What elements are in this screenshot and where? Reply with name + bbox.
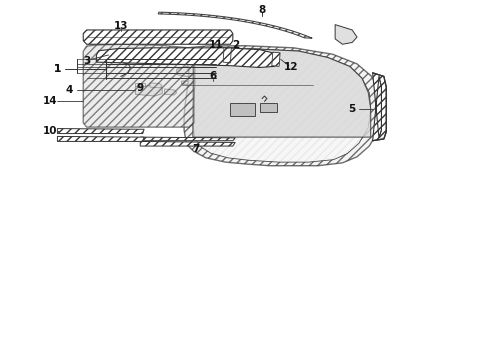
Polygon shape — [177, 66, 216, 76]
Polygon shape — [165, 89, 177, 95]
Text: 9: 9 — [137, 83, 144, 93]
Polygon shape — [57, 136, 144, 141]
Polygon shape — [150, 83, 162, 88]
Polygon shape — [216, 73, 247, 85]
Text: 13: 13 — [114, 21, 128, 31]
Text: 3: 3 — [83, 57, 90, 66]
Polygon shape — [83, 44, 194, 127]
Text: 11: 11 — [209, 40, 223, 50]
Polygon shape — [235, 51, 250, 59]
Polygon shape — [373, 73, 386, 141]
Polygon shape — [83, 30, 233, 44]
Polygon shape — [230, 103, 255, 116]
Polygon shape — [106, 53, 238, 57]
Text: 14: 14 — [43, 96, 57, 107]
Polygon shape — [223, 48, 231, 63]
Polygon shape — [184, 46, 381, 166]
Text: 7: 7 — [193, 144, 200, 154]
Polygon shape — [158, 12, 312, 38]
Text: 5: 5 — [348, 104, 356, 113]
Polygon shape — [193, 49, 371, 137]
Polygon shape — [140, 137, 235, 141]
Text: 1: 1 — [54, 64, 61, 74]
Text: 1: 1 — [54, 64, 61, 73]
Polygon shape — [272, 52, 280, 66]
Polygon shape — [140, 141, 235, 146]
Polygon shape — [260, 103, 277, 112]
Polygon shape — [135, 85, 162, 96]
Text: 8: 8 — [258, 5, 266, 15]
Text: 4: 4 — [66, 85, 74, 95]
Polygon shape — [135, 83, 145, 86]
Text: 10: 10 — [43, 126, 57, 136]
Polygon shape — [97, 48, 277, 67]
Text: 2: 2 — [232, 40, 239, 50]
Text: 12: 12 — [284, 63, 298, 72]
Polygon shape — [193, 49, 371, 162]
Polygon shape — [335, 24, 357, 44]
Text: 6: 6 — [210, 71, 217, 81]
Polygon shape — [57, 129, 144, 134]
Polygon shape — [182, 81, 316, 84]
